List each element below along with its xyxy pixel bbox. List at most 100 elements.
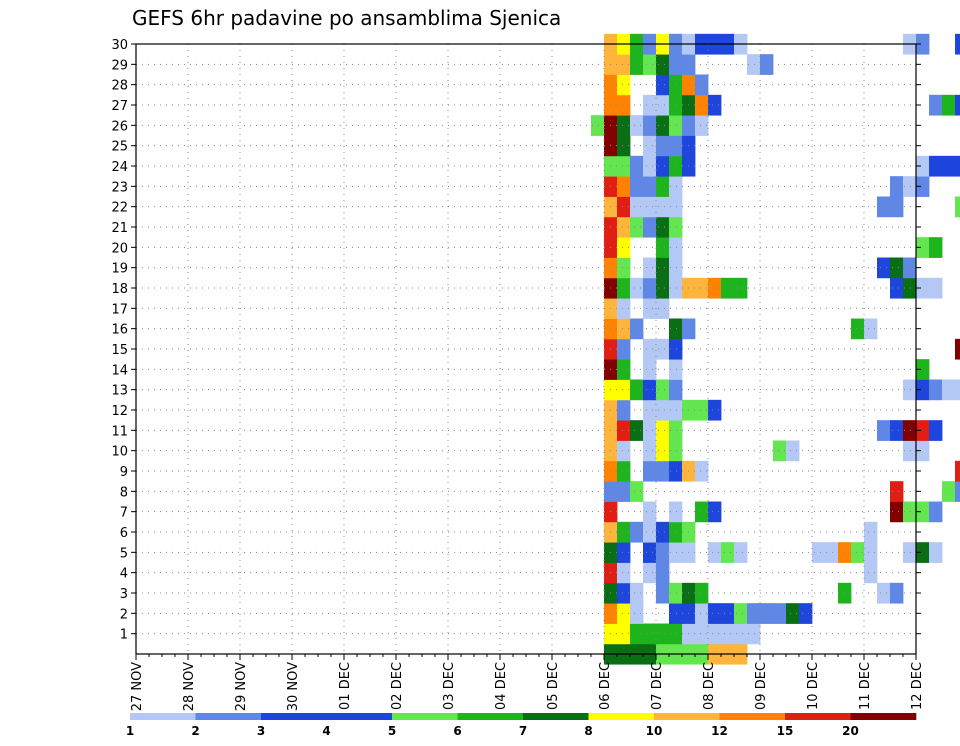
heatmap-cell [643,135,657,157]
legend-label: 15 [777,724,794,738]
legend-label: 8 [584,724,592,738]
heatmap-cell [916,33,930,55]
legend-swatch [719,713,786,720]
heatmap-cell [669,399,683,421]
heatmap-cell [643,379,657,401]
heatmap-cell [643,623,657,645]
heatmap-cell [656,399,670,421]
heatmap-cell [903,420,917,441]
x-tick-label: 08 DEC [702,662,717,710]
heatmap-cell [734,277,748,299]
x-tick-label: 29 NOV [234,662,249,711]
y-tick-label: 3 [120,587,128,602]
legend-label: 4 [322,724,330,738]
heatmap-cell [630,216,644,238]
heatmap-cell [643,298,657,319]
y-tick-label: 10 [111,445,128,460]
y-tick-label: 27 [111,99,128,114]
heatmap-cell [617,379,631,401]
x-tick-label: 11 DEC [858,662,873,710]
x-tick-label: 01 DEC [338,662,353,710]
heatmap-cell [669,176,683,197]
y-tick-label: 30 [111,38,128,53]
heatmap-cell [630,603,644,624]
heatmap-cell [617,318,631,340]
heatmap-cell [669,155,683,177]
legend-label: 1 [126,724,134,738]
legend-swatch [654,713,720,720]
heatmap-cell [851,542,865,563]
heatmap-cell [669,115,683,136]
x-tick-label: 10 DEC [806,662,821,710]
heatmap-cell [721,277,735,299]
heatmap-cell [656,237,670,258]
heatmap-cell [864,542,878,563]
y-tick-label: 15 [111,343,128,358]
heatmap-cell [630,521,644,543]
heatmap-cell [630,155,644,177]
heatmap-cell [643,359,657,380]
heatmap-cell [591,115,605,136]
heatmap-cell [656,379,670,401]
heatmap-cell [656,74,670,96]
heatmap-cell [669,196,683,218]
heatmap-cell [695,460,709,482]
heatmap-cell [955,460,960,482]
legend-label: 6 [453,724,461,738]
y-tick-label: 5 [120,546,128,561]
legend-swatch [392,713,458,720]
y-tick-label: 14 [111,363,128,378]
heatmap-cell [643,501,657,523]
heatmap-cell [721,623,735,645]
legend-swatch [130,713,196,720]
heatmap-cell [747,54,761,75]
heatmap-cell [630,481,644,502]
heatmap-cell [617,115,631,136]
heatmap-cell [643,460,657,482]
heatmap-cell [656,542,670,563]
heatmap-cell [890,277,904,299]
x-tick-label: 06 DEC [598,662,613,710]
heatmap-cell [942,94,956,116]
x-tick-label: 07 DEC [650,662,665,710]
legend-label: 20 [842,724,859,738]
heatmap-cell [695,399,709,421]
y-tick-label: 21 [111,221,128,236]
heatmap-cell [630,623,644,645]
heatmap-cell [955,94,960,116]
heatmap-cell [656,216,670,238]
heatmap-cell [617,542,631,563]
heatmap-cell [721,542,735,563]
heatmap-cell [630,582,644,604]
x-tick-label: 30 NOV [286,662,301,711]
heatmap-cell [617,399,631,421]
heatmap-cell [747,623,761,645]
heatmap-cell [617,54,631,75]
heatmap-cell [708,277,722,299]
y-tick-label: 7 [120,506,128,521]
heatmap-cell [656,582,670,604]
heatmap-cell [669,74,683,96]
heatmap-cell [669,338,683,360]
heatmap-cell [942,481,956,502]
heatmap-cell [617,277,631,299]
y-tick-label: 18 [111,282,128,297]
legend-swatch [457,713,524,720]
heatmap-cell [786,603,800,624]
heatmap-cell [669,460,683,482]
legend-label: 7 [519,724,527,738]
y-tick-label: 13 [111,384,128,399]
heatmap-cell [812,542,826,563]
y-tick-label: 11 [111,424,128,439]
heatmap-cell [877,420,891,441]
heatmap-cell [695,74,709,96]
y-tick-label: 16 [111,323,128,338]
heatmap-cell [903,277,917,299]
heatmap-cell [656,54,670,75]
heatmap-cell [643,562,657,584]
heatmap-cell [903,176,917,197]
heatmap-cell [734,603,748,624]
legend-swatch [326,713,393,720]
heatmap-cell [916,501,930,523]
